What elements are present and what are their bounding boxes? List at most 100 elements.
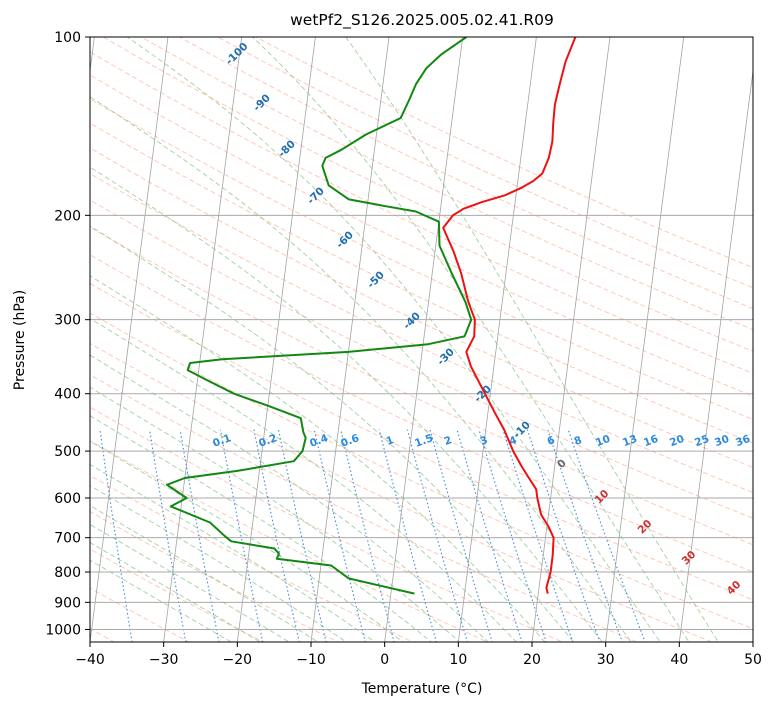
moist-adiabat-line <box>90 317 518 642</box>
isotherm-line <box>236 37 316 642</box>
y-tick-label: 800 <box>54 565 81 581</box>
dry-adiabat-line <box>90 282 753 601</box>
x-tick-label: −10 <box>296 652 326 668</box>
x-tick-label: 10 <box>449 652 467 668</box>
y-tick-label: 300 <box>54 313 81 329</box>
y-axis-label: Pressure (hPa) <box>12 290 28 390</box>
dry-adiabat-label: -20 <box>472 383 494 405</box>
dry-adiabat-label: 0 <box>555 457 569 471</box>
x-tick-label: 40 <box>670 652 688 668</box>
mixing-ratio-line <box>478 429 547 642</box>
dry-adiabat-line <box>90 226 753 546</box>
mixing-ratio-line <box>99 429 133 642</box>
isotherm-line <box>752 639 753 642</box>
x-axis: −40 −30 −20 −10 0 10 20 30 40 50 <box>75 642 762 668</box>
moist-adiabat-line <box>90 96 632 642</box>
moist-adiabat-line <box>90 523 290 642</box>
mixing-ratio-label: 1 <box>385 434 396 448</box>
mixing-ratio-label: 4 <box>508 434 519 448</box>
moist-adiabat-line <box>90 463 376 642</box>
dry-adiabat-line <box>90 511 340 642</box>
mixing-ratio-label: 13 <box>621 433 639 449</box>
dry-adiabat-line <box>90 147 753 468</box>
y-tick-label: 600 <box>54 491 81 507</box>
dry-adiabat-label: -90 <box>251 92 273 114</box>
x-tick-label: −20 <box>223 652 253 668</box>
mixing-ratio-label: 2 <box>443 434 454 448</box>
y-tick-label: 900 <box>54 595 81 611</box>
moist-adiabat-line <box>90 505 319 642</box>
dry-adiabat-label: -80 <box>276 138 298 160</box>
y-axis: 100 200 300 400 500 600 700 800 900 1000 <box>45 30 90 638</box>
isotherm-line <box>163 37 243 642</box>
dry-adiabat-line <box>90 312 753 630</box>
mixing-ratio-label: 8 <box>573 434 584 448</box>
dry-adiabat-line <box>90 374 639 642</box>
moist-adiabat-label: 20 <box>636 518 655 537</box>
moist-adiabat-line <box>345 37 719 642</box>
isotherm-line <box>531 37 611 642</box>
y-tick-label: 500 <box>54 444 81 460</box>
dry-adiabat-line <box>90 406 564 642</box>
x-tick-label: 50 <box>744 652 762 668</box>
mixing-ratio-label: 0.2 <box>257 432 279 450</box>
moist-adiabat-line <box>126 37 661 642</box>
dry-adiabat-label: -40 <box>401 310 423 332</box>
dry-adiabat-line <box>102 37 753 352</box>
dewpoint-profile-line <box>166 37 473 595</box>
x-tick-label: 0 <box>380 652 389 668</box>
dry-adiabat-line <box>90 199 753 519</box>
dry-adiabat-label: -70 <box>305 185 327 207</box>
mixing-ratio-label: 16 <box>642 433 660 449</box>
dry-adiabat-line <box>90 122 753 444</box>
dry-adiabat-line <box>90 440 489 642</box>
dry-adiabat-line <box>90 254 753 573</box>
y-tick-label: 400 <box>54 387 81 403</box>
mixing-ratio-label: 6 <box>546 434 557 448</box>
y-tick-label: 700 <box>54 531 81 547</box>
moist-adiabat-line <box>90 485 348 642</box>
mixing-ratio-line <box>378 429 438 642</box>
dry-adiabat-label: -100 <box>223 40 250 67</box>
x-tick-label: 20 <box>523 652 541 668</box>
isotherm-line <box>605 37 685 642</box>
plot-frame <box>89 36 754 643</box>
isotherm-line <box>90 37 169 642</box>
mixing-ratio-label: 36 <box>734 433 752 449</box>
mixing-ratio-line <box>429 429 493 642</box>
mixing-ratio-label: 0.4 <box>308 432 330 450</box>
moist-adiabat-line <box>90 440 404 642</box>
moist-adiabat-line <box>90 541 262 642</box>
dry-adiabat-line <box>90 587 190 642</box>
mixing-ratio-line <box>567 429 646 642</box>
isotherm-line <box>384 37 464 642</box>
moist-adiabat-label: 30 <box>680 549 699 568</box>
chart-title: wetPf2_S126.2025.005.02.41.R09 <box>290 11 554 30</box>
y-tick-label: 100 <box>54 30 81 46</box>
mixing-ratio-line <box>219 429 264 642</box>
mixing-ratio-label: 0.1 <box>211 432 233 450</box>
mixing-ratio-label: 30 <box>713 433 731 449</box>
moist-adiabat-line <box>90 386 461 642</box>
moist-adiabat-line <box>90 559 233 642</box>
mixing-ratio-label: 0.6 <box>339 432 361 450</box>
mixing-ratio-line <box>456 429 523 642</box>
mixing-ratio-label: 3 <box>479 434 490 448</box>
dry-adiabat-line <box>90 74 753 397</box>
mixing-ratio-label: 1.5 <box>413 432 435 450</box>
mixing-ratio-line <box>313 429 366 642</box>
dry-adiabat-line <box>0 24 60 654</box>
dry-adiabat-line <box>90 173 753 494</box>
plot-area: -100-90-80-70-60-50-40-30-20-10010203040… <box>0 24 753 654</box>
isotherm-line <box>457 37 537 642</box>
dry-adiabat-line <box>90 98 753 420</box>
dry-adiabat-line <box>140 37 753 331</box>
moist-adiabat-line <box>90 415 433 642</box>
isotherm-line <box>310 37 390 642</box>
x-tick-label: −30 <box>149 652 179 668</box>
temperature-profile-line <box>442 37 577 594</box>
mixing-ratio-line <box>406 429 469 642</box>
dry-adiabat-line <box>90 342 713 642</box>
dry-adiabat-line <box>90 51 753 374</box>
